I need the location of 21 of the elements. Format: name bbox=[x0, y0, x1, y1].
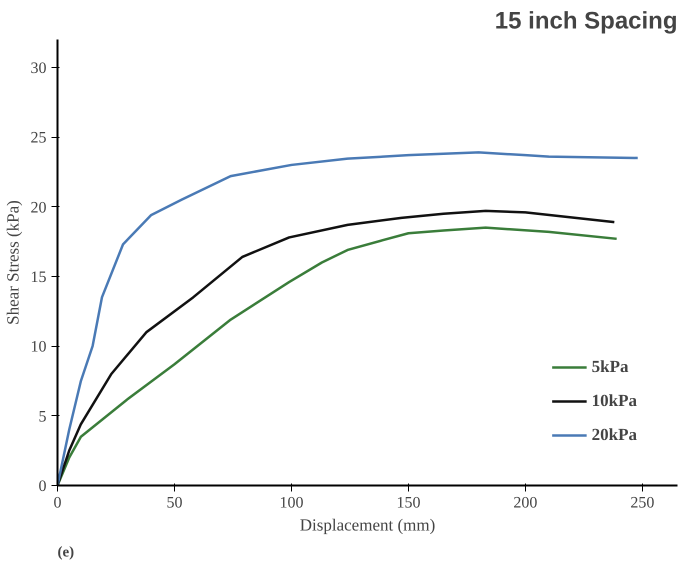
x-tick-label: 250 bbox=[630, 494, 654, 512]
chart-title: 15 inch Spacing bbox=[494, 8, 678, 34]
legend-label: 20kPa bbox=[592, 425, 637, 445]
line-series bbox=[58, 151, 639, 486]
y-tick-label: 10 bbox=[30, 338, 46, 356]
y-tick-label: 30 bbox=[30, 60, 46, 77]
x-tick-label: 0 bbox=[54, 494, 62, 512]
legend-label: 5kPa bbox=[592, 357, 628, 377]
y-tick-label: 15 bbox=[30, 268, 46, 286]
y-tick-label: 5 bbox=[38, 408, 46, 426]
x-tick-label: 200 bbox=[513, 494, 538, 512]
y-axis-title: Shear Stress (kPa) bbox=[4, 200, 22, 325]
x-tick-label: 50 bbox=[166, 494, 182, 512]
x-axis-title: Displacement (mm) bbox=[300, 516, 436, 534]
y-tick-label: 25 bbox=[30, 130, 46, 147]
y-tick-label: 20 bbox=[30, 199, 46, 216]
x-tick-label: 150 bbox=[396, 494, 420, 512]
y-tick-label: 0 bbox=[38, 478, 46, 495]
text: (e) bbox=[58, 544, 74, 560]
x-tick-label: 100 bbox=[279, 494, 304, 512]
legend-label: 10kPa bbox=[592, 391, 637, 411]
